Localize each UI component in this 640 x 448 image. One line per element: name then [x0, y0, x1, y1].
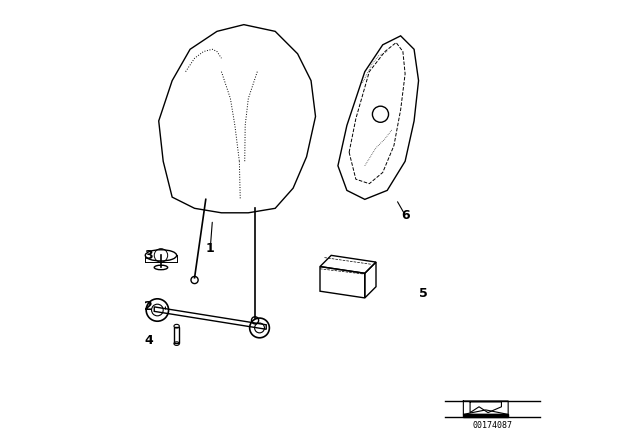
Text: 4: 4	[145, 334, 153, 347]
Text: 6: 6	[401, 208, 410, 222]
Polygon shape	[468, 414, 504, 415]
Text: 1: 1	[206, 242, 214, 255]
Text: 2: 2	[145, 300, 153, 314]
Text: 5: 5	[419, 287, 428, 300]
Text: 3: 3	[145, 249, 153, 262]
Polygon shape	[463, 414, 508, 417]
Text: 00174087: 00174087	[472, 421, 513, 430]
